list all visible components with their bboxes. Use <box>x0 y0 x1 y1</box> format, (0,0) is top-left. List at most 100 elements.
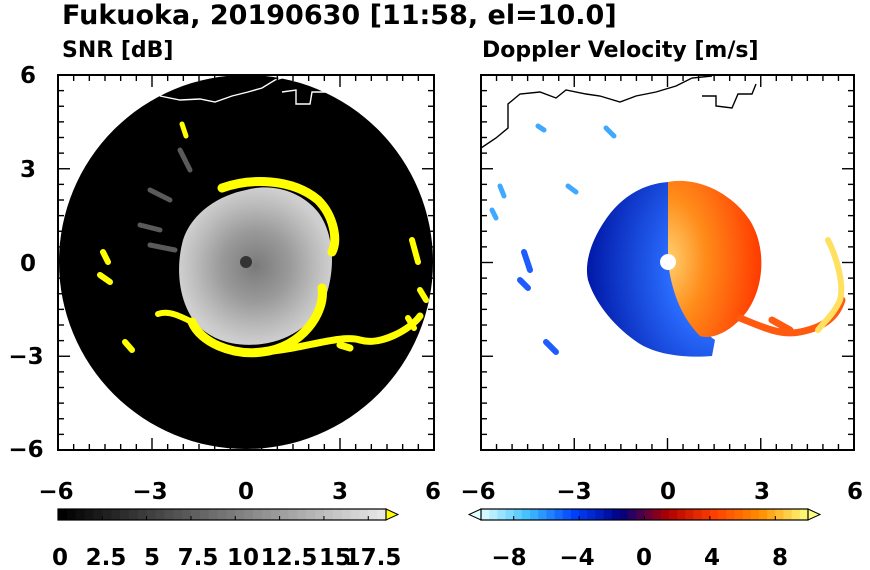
snr-colorbar-swatch <box>279 509 289 520</box>
snr-colorbar-tick-label: 2.5 <box>86 545 127 570</box>
snr-colorbar-swatch <box>341 509 351 520</box>
snr-faint-clutter <box>137 147 193 253</box>
velocity-colorbar-swatch <box>693 509 703 520</box>
velocity-receding-region <box>668 180 762 337</box>
snr-colorbar-tick-label: 5 <box>144 545 160 570</box>
snr-colorbar-swatch <box>102 509 112 520</box>
velocity-x-tick-label: −3 <box>556 479 591 505</box>
snr-colorbar-swatch <box>173 509 183 520</box>
snr-colorbar-frame <box>57 508 387 521</box>
velocity-colorbar-swatch <box>481 509 490 520</box>
snr-colorbar-swatch <box>315 509 325 520</box>
velocity-colorbar <box>467 508 822 521</box>
snr-colorbar-swatch <box>155 509 165 520</box>
snr-colorbar-swatch <box>137 509 148 520</box>
velocity-colorbar-swatch <box>554 509 564 520</box>
snr-colorbar-swatch <box>377 509 387 520</box>
velocity-colorbar-swatch <box>652 509 662 520</box>
snr-colorbar-swatch <box>164 509 174 520</box>
snr-coastline <box>159 75 331 105</box>
snr-colorbar-swatch <box>208 509 218 520</box>
velocity-coastline <box>481 75 757 149</box>
snr-panel: SNR [dB] 6 3 0 −3 −6 −6 −3 <box>8 38 441 505</box>
snr-colorbar-swatch <box>270 509 281 520</box>
snr-yellow-north-patch <box>179 121 189 139</box>
velocity-colorbar-swatch <box>489 509 498 520</box>
snr-colorbar-tick-label: 0 <box>52 545 68 570</box>
velocity-colorbar-swatch <box>767 509 776 520</box>
velocity-colorbar-swatch <box>603 509 613 520</box>
velocity-x-tick-label: 3 <box>754 479 770 505</box>
velocity-colorbar-swatch <box>636 509 645 520</box>
snr-y-tick-label: 6 <box>20 63 36 89</box>
snr-colorbar-swatch <box>75 509 85 520</box>
snr-colorbar-swatch <box>93 509 103 520</box>
snr-colorbar-swatch <box>261 509 272 520</box>
snr-yellow-east-patch <box>405 237 429 331</box>
snr-colorbar-tick-label: 7.5 <box>178 545 219 570</box>
snr-colorbar-swatch <box>368 509 378 520</box>
snr-radar-center <box>240 256 252 268</box>
velocity-colorbar-swatch <box>775 509 784 520</box>
velocity-panel-title: Doppler Velocity [m/s] <box>482 38 759 63</box>
velocity-colorbar-swatch <box>718 509 727 520</box>
snr-colorbar-swatch <box>297 509 307 520</box>
velocity-colorbar-swatch <box>505 509 515 520</box>
snr-y-tick-label: −6 <box>8 437 43 463</box>
snr-y-tick-label: 0 <box>20 251 36 277</box>
snr-colorbar-tick-label: 15 <box>319 545 351 570</box>
snr-x-tick-label: 6 <box>425 479 441 505</box>
snr-y-tick-label: −3 <box>8 344 43 370</box>
snr-colorbar-swatch <box>199 509 210 520</box>
snr-colorbar-swatch <box>350 509 360 520</box>
velocity-colorbar-tick-label: −4 <box>559 545 594 570</box>
velocity-colorbar-swatch <box>669 509 678 520</box>
velocity-approaching-region <box>586 182 715 357</box>
velocity-colorbar-tick-label: 8 <box>772 545 788 570</box>
snr-colorbar-tick-label: 10 <box>227 545 259 570</box>
velocity-colorbar-swatch <box>799 509 809 520</box>
snr-colorbar-swatch <box>182 509 192 520</box>
snr-colorbar-swatch <box>84 509 94 520</box>
velocity-colorbar-swatch <box>611 509 621 520</box>
snr-colorbar-swatch <box>253 509 263 520</box>
velocity-colorbar-swatch <box>726 509 735 520</box>
velocity-colorbar-swatch <box>685 509 694 520</box>
velocity-panel: Doppler Velocity [m/s] −6 −3 0 3 6 <box>460 38 863 505</box>
velocity-colorbar-swatch <box>521 509 531 520</box>
velocity-colorbar-swatch <box>701 509 711 520</box>
snr-colorbar-swatch <box>235 509 245 520</box>
velocity-colorbar-swatch <box>660 509 670 520</box>
snr-x-tick-label: −6 <box>38 479 73 505</box>
snr-x-tick-label: 3 <box>332 479 348 505</box>
snr-colorbar-swatch <box>217 509 227 520</box>
snr-colorbar-swatch <box>226 509 236 520</box>
velocity-colorbar-swatch <box>497 509 506 520</box>
velocity-colorbar-extend-max <box>807 508 822 521</box>
snr-colorbar-swatch <box>332 509 343 520</box>
velocity-colorbar-swatch <box>562 509 572 520</box>
velocity-colorbar-swatch <box>677 509 686 520</box>
velocity-x-tick-label: −6 <box>460 479 495 505</box>
velocity-x-tick-label: 0 <box>660 479 676 505</box>
snr-colorbar-swatch <box>120 509 130 520</box>
velocity-colorbar-tick-label: 0 <box>636 545 652 570</box>
velocity-colorbar-swatch <box>783 509 793 520</box>
snr-y-tick-label: 3 <box>20 157 36 183</box>
velocity-colorbar-swatch <box>513 509 523 520</box>
snr-x-tick-label: −3 <box>132 479 167 505</box>
velocity-far-east-echo <box>815 237 845 333</box>
snr-colorbar-swatch <box>288 509 298 520</box>
snr-colorbar-swatch <box>58 509 68 520</box>
figure-title: Fukuoka, 20190630 [11:58, el=10.0] <box>62 0 617 31</box>
velocity-colorbar-tick-label: 4 <box>704 545 720 570</box>
snr-colorbar-swatch <box>128 509 139 520</box>
velocity-colorbar-extend-min <box>467 508 482 521</box>
snr-x-tick-label: 0 <box>238 479 254 505</box>
velocity-sparse-echo <box>489 123 617 221</box>
velocity-colorbar-swatch <box>644 509 654 520</box>
velocity-ticks <box>480 74 855 451</box>
snr-colorbar-swatch <box>244 509 254 520</box>
snr-colorbar-swatch <box>190 509 201 520</box>
